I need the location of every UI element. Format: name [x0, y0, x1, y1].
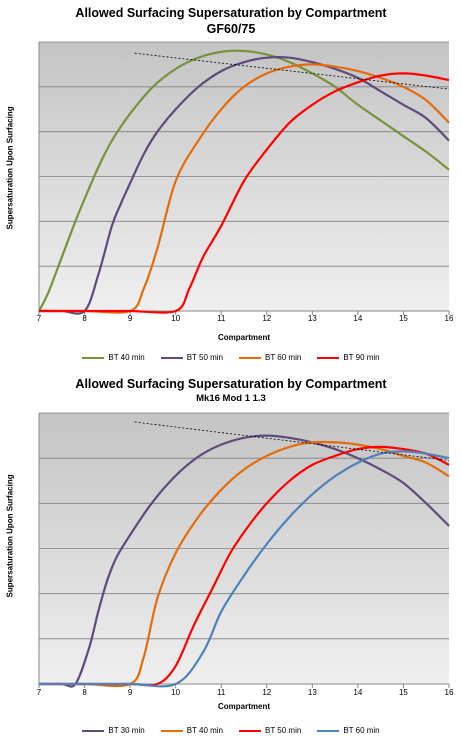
reference-line [134, 421, 450, 461]
x-tick-label: 8 [82, 314, 87, 323]
legend-swatch [160, 729, 183, 732]
legend-label: BT 60 min [343, 726, 380, 735]
legend-label: BT 90 min [343, 353, 380, 362]
series-line-bt-50-min [38, 445, 450, 687]
series-line-bt-60-min [38, 450, 450, 688]
series-line-bt-50-min [39, 56, 450, 315]
chart-title: Allowed Surfacing Supersaturation by Com… [75, 377, 387, 391]
legend-item: BT 90 min [317, 353, 380, 362]
series-line-bt-30-min [38, 434, 450, 688]
legend-swatch [82, 729, 105, 732]
series-line-bt-40-min [38, 49, 450, 312]
legend-item: BT 50 min [239, 726, 301, 735]
x-tick-label: 9 [128, 688, 133, 697]
x-axis-label: Compartment [218, 333, 270, 342]
legend-item: BT 60 min [317, 726, 380, 735]
y-axis-label: Supersaturation Upon Surfacing [5, 106, 15, 230]
x-axis-label: Compartment [218, 702, 270, 711]
plot-area: 7 8 9 10 11 12 13 14 15 16 Compartment [37, 412, 454, 711]
y-axis-label: Supersaturation Upon Surfacing [5, 474, 15, 598]
legend-swatch [160, 356, 183, 359]
legend-label: BT 50 min [265, 726, 302, 735]
x-tick-label: 16 [445, 688, 454, 697]
chart-subtitle: GF60/75 [206, 22, 256, 36]
x-tick-label: 10 [171, 314, 180, 323]
chart-subtitle: Mk16 Mod 1 1.3 [196, 393, 266, 404]
legend-item: BT 50 min [160, 353, 223, 362]
x-tick-label: 11 [217, 688, 226, 697]
x-tick-label: 11 [217, 314, 226, 323]
reference-line [134, 52, 450, 90]
x-tick-label: 9 [128, 314, 133, 323]
x-tick-label: 13 [308, 314, 317, 323]
x-tick-label: 7 [37, 688, 42, 697]
x-tick-label: 14 [353, 688, 362, 697]
legend-label: BT 30 min [108, 726, 145, 735]
chart-title: Allowed Surfacing Supersaturation by Com… [75, 6, 387, 20]
legend-swatch [317, 356, 340, 359]
series-line-bt-40-min [38, 440, 450, 688]
x-tick-label: 12 [262, 314, 271, 323]
legend-label: BT 60 min [265, 353, 302, 362]
legend-label: BT 40 min [108, 353, 145, 362]
x-tick-label: 10 [171, 688, 180, 697]
legend-item: BT 30 min [82, 726, 145, 735]
x-tick-label: 14 [353, 314, 362, 323]
chart-gf6075: Allowed Surfacing Supersaturation by Com… [0, 6, 462, 362]
legend: BT 30 min BT 40 min BT 50 min BT 60 min [0, 726, 462, 735]
x-tick-label: 12 [262, 688, 271, 697]
series-line-bt-60-min [39, 63, 450, 314]
x-tick-label: 16 [445, 314, 454, 323]
legend: BT 40 min BT 50 min BT 60 min BT 90 min [0, 353, 462, 362]
x-tick-label: 15 [399, 688, 408, 697]
legend-swatch [239, 729, 261, 732]
legend-item: BT 40 min [160, 726, 223, 735]
chart-mk16: Allowed Surfacing Supersaturation by Com… [0, 372, 462, 742]
legend-item: BT 60 min [239, 353, 301, 362]
legend-swatch [239, 356, 261, 359]
x-tick-label: 15 [399, 314, 408, 323]
series-line-bt-90-min [39, 72, 450, 314]
x-tick-label: 8 [82, 688, 87, 697]
legend-item: BT 40 min [82, 353, 145, 362]
legend-label: BT 40 min [186, 726, 223, 735]
plot-area: 7 8 9 10 11 12 13 14 15 16 Compartment [37, 41, 454, 342]
legend-swatch [317, 729, 340, 732]
legend-swatch [82, 356, 105, 359]
legend-label: BT 50 min [186, 353, 223, 362]
x-tick-label: 7 [37, 314, 42, 323]
x-tick-label: 13 [308, 688, 317, 697]
